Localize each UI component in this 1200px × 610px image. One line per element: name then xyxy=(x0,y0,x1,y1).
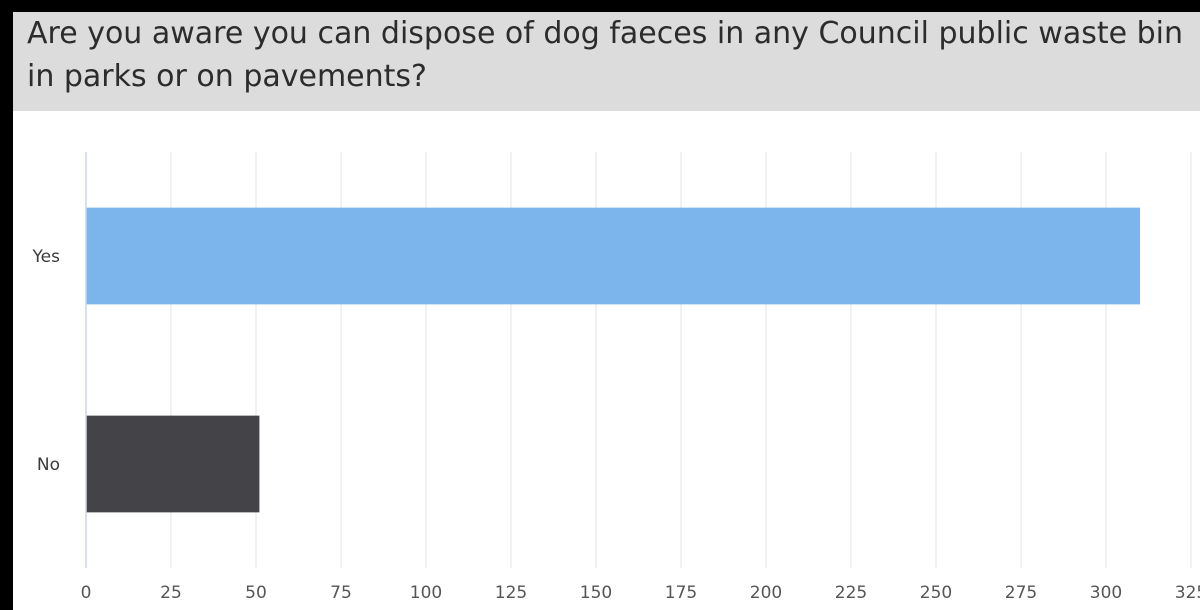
chart-panel: Are you aware you can dispose of dog fae… xyxy=(13,12,1200,610)
x-tick-label-25: 25 xyxy=(160,583,182,603)
x-tick-label-300: 300 xyxy=(1090,583,1122,603)
bar-no[interactable] xyxy=(86,415,260,513)
bar-chart: 0 25 50 75 100 125 150 175 200 225 250 275 300 325 Yes… xyxy=(32,152,1200,603)
labels: 0 25 50 75 100 125 150 175 200 225 250 275 300 325 Yes… xyxy=(32,247,1200,603)
bars xyxy=(86,207,1140,513)
category-label-no: No xyxy=(37,455,60,475)
x-tick-label-325: 325 xyxy=(1175,583,1200,603)
x-tick-label-225: 225 xyxy=(835,583,867,603)
title-bar: Are you aware you can dispose of dog fae… xyxy=(13,12,1200,111)
x-tick-label-175: 175 xyxy=(665,583,697,603)
category-label-yes: Yes xyxy=(32,247,61,267)
x-tick-label-200: 200 xyxy=(750,583,782,603)
x-tick-label-250: 250 xyxy=(920,583,952,603)
x-tick-label-125: 125 xyxy=(495,583,527,603)
x-tick-label-100: 100 xyxy=(410,583,442,603)
x-tick-label-275: 275 xyxy=(1005,583,1037,603)
x-tick-label-50: 50 xyxy=(245,583,267,603)
bar-yes[interactable] xyxy=(86,207,1140,305)
x-tick-label-150: 150 xyxy=(580,583,612,603)
x-tick-label-75: 75 xyxy=(330,583,352,603)
x-tick-label-0: 0 xyxy=(81,583,92,603)
chart-title: Are you aware you can dispose of dog fae… xyxy=(27,16,1183,94)
